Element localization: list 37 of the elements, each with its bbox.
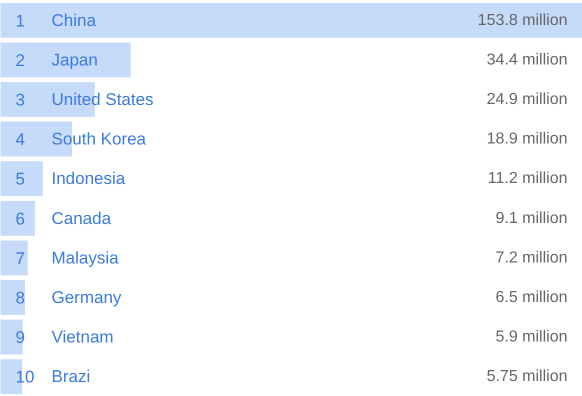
bar <box>0 240 28 276</box>
annotation: 4 <box>16 130 25 150</box>
bar <box>0 42 131 78</box>
bar <box>0 200 35 236</box>
data-label: 24.9 million <box>486 91 568 108</box>
data-label: 5.9 million <box>495 328 568 346</box>
annotation: 3 <box>16 90 25 110</box>
y-tick-label: Brazi <box>52 367 90 386</box>
y-tick-label: Japan <box>52 50 98 70</box>
annotation: 10 <box>16 368 34 387</box>
data-label: 7.2 million <box>495 249 568 266</box>
annotation: 2 <box>16 50 25 70</box>
y-tick-label: Vietnam <box>52 328 114 347</box>
annotation: 5 <box>16 170 25 189</box>
y-tick-label: Germany <box>52 288 122 307</box>
data-label: 18.9 million <box>486 130 568 148</box>
y-tick-label: Canada <box>52 208 112 228</box>
data-label: 11.2 million <box>488 170 568 188</box>
y-tick-label: South Korea <box>52 130 147 149</box>
bar <box>0 280 26 315</box>
bar <box>0 320 23 355</box>
data-label: 9.1 million <box>495 210 568 227</box>
y-tick-label: Indonesia <box>52 169 126 188</box>
bar <box>0 161 43 196</box>
data-label: 34.4 million <box>486 51 568 68</box>
annotation: 7 <box>16 248 25 268</box>
annotation: 8 <box>16 288 25 308</box>
y-tick-label: United States <box>52 90 154 109</box>
annotation: 9 <box>16 328 25 348</box>
data-label: 5.75 million <box>486 368 568 386</box>
annotation: 1 <box>16 11 25 30</box>
y-tick-label: Malaysia <box>52 248 120 268</box>
annotation: 6 <box>16 209 25 228</box>
y-tick-label: China <box>52 10 96 30</box>
bar <box>0 2 582 38</box>
data-label: 153.8 million <box>478 12 568 29</box>
data-label: 6.5 million <box>495 289 568 306</box>
